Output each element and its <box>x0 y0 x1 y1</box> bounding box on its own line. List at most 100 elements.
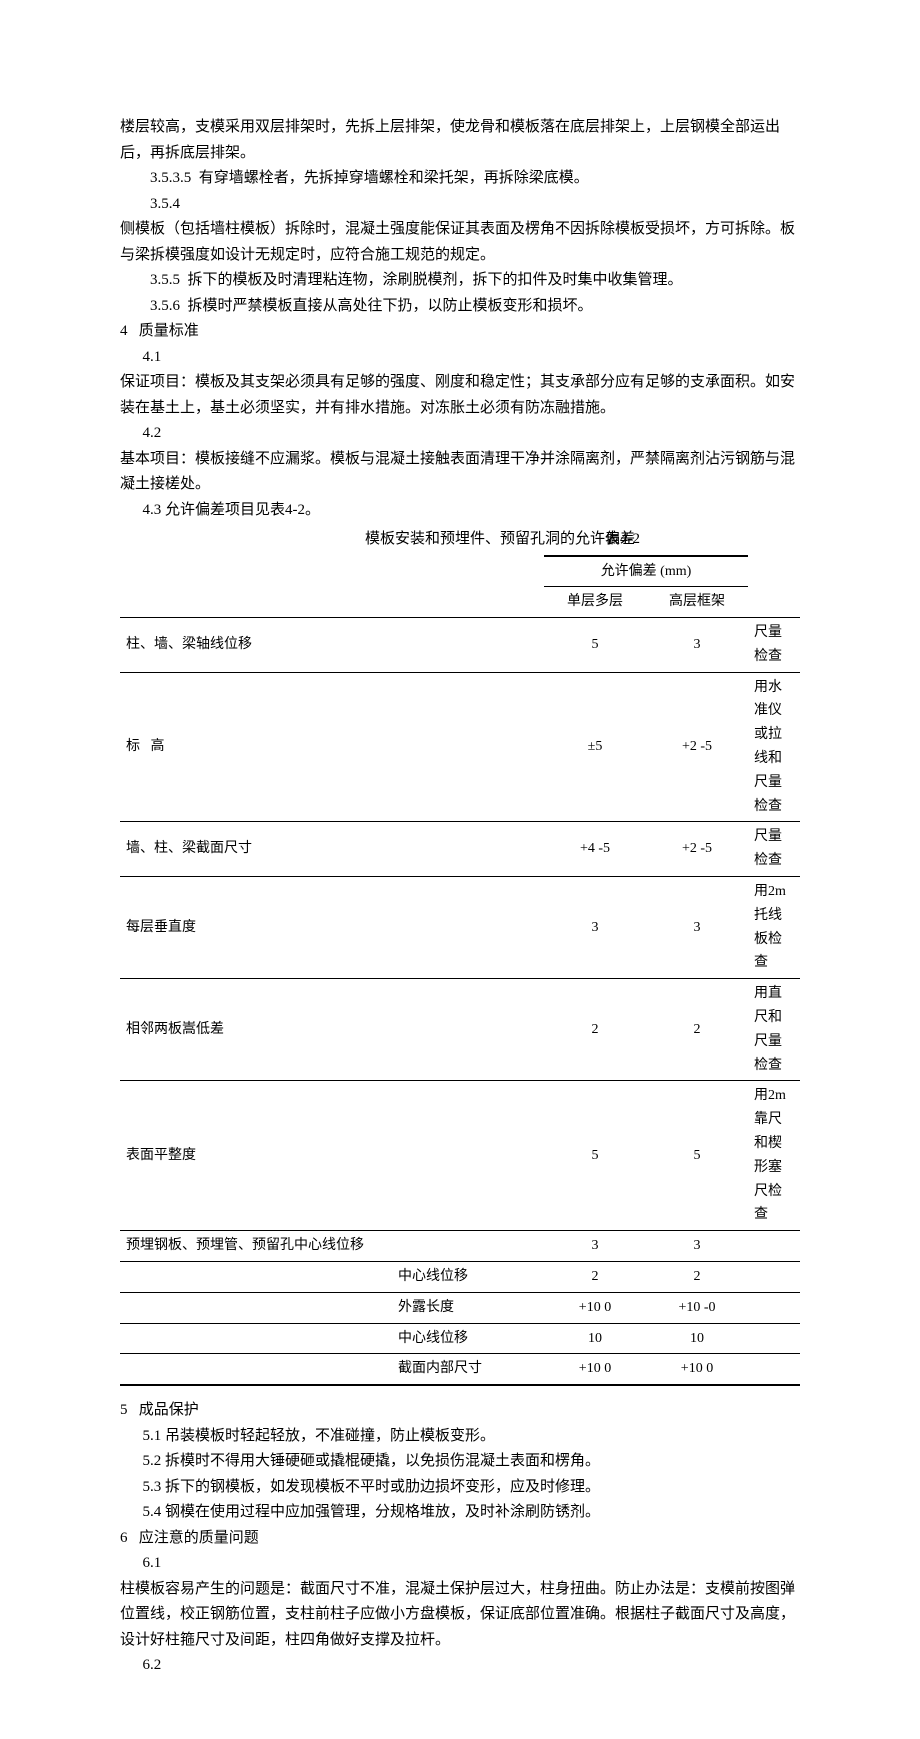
section-number: 6 <box>120 1530 128 1546</box>
table-cell: 2 <box>646 979 748 1081</box>
body-line: 5.3 拆下的钢模板，如发现模板不平时或肋边损坏变形，应及时修理。 <box>120 1475 800 1501</box>
table-cell: 外露长度 <box>392 1292 544 1323</box>
table-cell: 相邻两板嵩低差 <box>120 979 544 1081</box>
table-cell: 每层垂直度 <box>120 877 544 979</box>
table-cell: +10 -0 <box>646 1292 748 1323</box>
clause-text: 拆下的钢模板，如发现模板不平时或肋边损坏变形，应及时修理。 <box>165 1479 600 1495</box>
table-header: 高层框架 <box>646 587 748 618</box>
table-cell: 尺量检查 <box>748 618 800 673</box>
clause-number: 4.2 <box>120 421 800 447</box>
document-page: 楼层较高，支模采用双层排架时，先拆上层排架，使龙骨和模板落在底层排架上，上层钢模… <box>0 0 920 1739</box>
table-cell: 10 <box>544 1323 646 1354</box>
table-cell: 2 <box>544 1262 646 1293</box>
body-text: 保证项目：模板及其支架必须具有足够的强度、刚度和稳定性；其支承部分应有足够的支承… <box>120 370 800 421</box>
table-cell: 3 <box>646 1231 748 1262</box>
table-cell: +10 0 <box>544 1354 646 1385</box>
clause-number: 6.1 <box>120 1551 800 1577</box>
clause-text: 拆下的模板及时清理粘连物，涂刷脱模剂，拆下的扣件及时集中收集管理。 <box>188 272 683 288</box>
table-cell <box>120 1354 392 1385</box>
body-line: 3.5.5 拆下的模板及时清理粘连物，涂刷脱模剂，拆下的扣件及时集中收集管理。 <box>120 268 800 294</box>
body-line: 4.3 允许偏差项目见表4-2。 <box>120 498 800 524</box>
table-row: 截面内部尺寸 +10 0 +10 0 <box>120 1354 800 1385</box>
clause-number: 5.2 <box>143 1453 162 1469</box>
body-line: 5.2 拆模时不得用大锤硬砸或撬棍硬撬，以免损伤混凝土表面和楞角。 <box>120 1449 800 1475</box>
table-row: 柱、墙、梁轴线位移 5 3 尺量检查 <box>120 618 800 673</box>
table-cell: 5 <box>544 1081 646 1231</box>
table-cell <box>748 1262 800 1293</box>
table-cell: 5 <box>544 618 646 673</box>
table-header-row: 单层多层 高层框架 <box>120 587 800 618</box>
clause-text: 允许偏差项目见表4-2。 <box>165 502 320 518</box>
table-cell <box>748 1231 800 1262</box>
clause-number: 3.5.3.5 <box>150 170 191 186</box>
table-cell: 标 高 <box>120 672 544 822</box>
section-title: 应注意的质量问题 <box>139 1530 259 1546</box>
table-cell: 用直尺和尺量检查 <box>748 979 800 1081</box>
table-header: 允许偏差 (mm) <box>544 556 748 587</box>
table-cell: 预埋钢板、预埋管、预留孔中心线位移 <box>120 1231 544 1262</box>
section-number: 5 <box>120 1402 128 1418</box>
table-cell: 3 <box>544 877 646 979</box>
table-cell: 3 <box>646 877 748 979</box>
clause-text: 有穿墙螺栓者，先拆掉穿墙螺栓和梁托架，再拆除梁底模。 <box>199 170 589 186</box>
body-line: 5.4 钢模在使用过程中应加强管理，分规格堆放，及时补涂刷防锈剂。 <box>120 1500 800 1526</box>
table-cell: 墙、柱、梁截面尺寸 <box>120 822 544 877</box>
table-cell <box>120 1262 392 1293</box>
body-text: 楼层较高，支模采用双层排架时，先拆上层排架，使龙骨和模板落在底层排架上，上层钢模… <box>120 115 800 166</box>
body-text: 柱模板容易产生的问题是：截面尺寸不准，混凝土保护层过大，柱身扭曲。防止办法是：支… <box>120 1577 800 1654</box>
clause-text: 拆模时严禁模板直接从高处往下扔，以防止模板变形和损坏。 <box>188 298 593 314</box>
section-number: 4 <box>120 323 128 339</box>
body-text: 侧模板（包括墙柱模板）拆除时，混凝土强度能保证其表面及楞角不因拆除模板受损坏，方… <box>120 217 800 268</box>
table-row: 中心线位移 10 10 <box>120 1323 800 1354</box>
section-heading: 5 成品保护 <box>120 1398 800 1424</box>
table-caption-row: 模板安装和预埋件、预留孔洞的允许偏差 表4-2 <box>120 527 800 553</box>
table-row: 相邻两板嵩低差 2 2 用直尺和尺量检查 <box>120 979 800 1081</box>
table-cell: 用2m靠尺和楔形塞尺检查 <box>748 1081 800 1231</box>
clause-number: 5.3 <box>143 1479 162 1495</box>
table-cell: 2 <box>646 1262 748 1293</box>
table-cell <box>748 1354 800 1385</box>
table-cell: +4 -5 <box>544 822 646 877</box>
table-cell: +10 0 <box>646 1354 748 1385</box>
body-text: 基本项目：模板接缝不应漏浆。模板与混凝土接触表面清理干净并涂隔离剂，严禁隔离剂沾… <box>120 447 800 498</box>
table-cell: ±5 <box>544 672 646 822</box>
table-cell <box>120 1292 392 1323</box>
table-row: 外露长度 +10 0 +10 -0 <box>120 1292 800 1323</box>
table-cell: 10 <box>646 1323 748 1354</box>
table-row: 墙、柱、梁截面尺寸 +4 -5 +2 -5 尺量检查 <box>120 822 800 877</box>
table-cell: 截面内部尺寸 <box>392 1354 544 1385</box>
table-row: 中心线位移 2 2 <box>120 1262 800 1293</box>
table-cell: +2 -5 <box>646 672 748 822</box>
table-cell: +2 -5 <box>646 822 748 877</box>
table-cell: 表面平整度 <box>120 1081 544 1231</box>
section-heading: 6 应注意的质量问题 <box>120 1526 800 1552</box>
table-cell: 柱、墙、梁轴线位移 <box>120 618 544 673</box>
clause-number: 5.1 <box>143 1428 162 1444</box>
table-cell: 尺量检查 <box>748 822 800 877</box>
clause-number: 6.2 <box>120 1653 800 1679</box>
body-line: 3.5.3.5 有穿墙螺栓者，先拆掉穿墙螺栓和梁托架，再拆除梁底模。 <box>120 166 800 192</box>
table-label: 表4-2 <box>605 527 640 553</box>
table-header: 单层多层 <box>544 587 646 618</box>
clause-text: 拆模时不得用大锤硬砸或撬棍硬撬，以免损伤混凝土表面和楞角。 <box>165 1453 600 1469</box>
body-line: 5.1 吊装模板时轻起轻放，不准碰撞，防止模板变形。 <box>120 1424 800 1450</box>
table-row: 每层垂直度 3 3 用2m托线板检查 <box>120 877 800 979</box>
table-cell: 中心线位移 <box>392 1323 544 1354</box>
table-header-row: 允许偏差 (mm) <box>120 556 800 587</box>
clause-number: 3.5.4 <box>120 192 800 218</box>
clause-number: 4.1 <box>120 345 800 371</box>
table-cell: +10 0 <box>544 1292 646 1323</box>
table-title: 模板安装和预埋件、预留孔洞的允许偏差 <box>365 527 635 553</box>
table-row: 表面平整度 5 5 用2m靠尺和楔形塞尺检查 <box>120 1081 800 1231</box>
clause-number: 3.5.6 <box>150 298 180 314</box>
table-cell <box>748 1292 800 1323</box>
clause-number: 3.5.5 <box>150 272 180 288</box>
body-line: 3.5.6 拆模时严禁模板直接从高处往下扔，以防止模板变形和损坏。 <box>120 294 800 320</box>
clause-number: 4.3 <box>143 502 162 518</box>
table-cell: 3 <box>544 1231 646 1262</box>
clause-text: 吊装模板时轻起轻放，不准碰撞，防止模板变形。 <box>165 1428 495 1444</box>
section-heading: 4 质量标准 <box>120 319 800 345</box>
section-title: 质量标准 <box>139 323 199 339</box>
table-cell: 用2m托线板检查 <box>748 877 800 979</box>
section-title: 成品保护 <box>139 1402 199 1418</box>
